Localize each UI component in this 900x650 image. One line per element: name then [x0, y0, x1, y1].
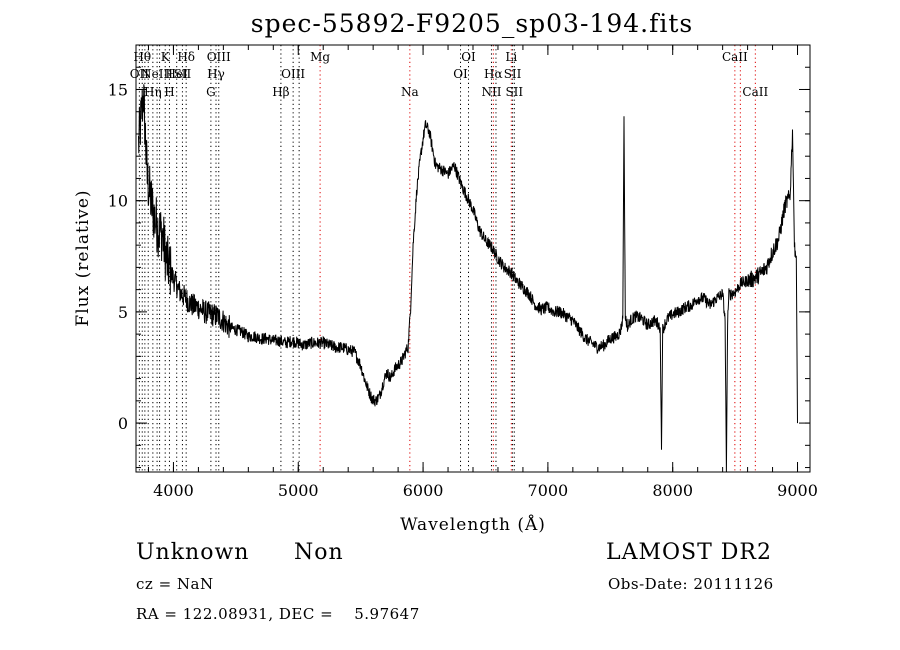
obs-date: Obs-Date: 20111126	[608, 575, 774, 593]
spectral-line-label: CaII	[722, 50, 748, 64]
x-axis-label: Wavelength (Å)	[400, 514, 546, 535]
spectral-line-label: SII	[505, 85, 523, 99]
redshift-cz: cz = NaN	[136, 575, 214, 593]
spectral-line-label: CaII	[742, 85, 768, 99]
spectral-line-label: H	[164, 85, 174, 99]
spectral-line-label: Hθ	[133, 50, 151, 64]
spectral-line-labels: OIIHθHηNeIIIKHHeISIIHδGHγOIIIHβOIIIMgNaO…	[130, 50, 769, 99]
spectrum-line	[138, 84, 798, 473]
x-tick-label: 4000	[153, 481, 194, 500]
spectral-line-label: OII	[130, 67, 150, 81]
survey-name: LAMOST DR2	[606, 540, 772, 565]
spectrum-series	[138, 84, 798, 473]
spectral-line-label: Hβ	[272, 85, 289, 99]
spectral-line-label: Hγ	[207, 67, 225, 81]
spectral-line-label: Mg	[310, 50, 330, 64]
spectral-line-label: Hα	[484, 67, 503, 81]
spectral-line-label: NeIII	[141, 67, 173, 81]
y-tick-label: 15	[108, 80, 128, 99]
plot-frame	[135, 44, 811, 473]
spectral-line-label: Na	[401, 85, 419, 99]
spectral-line-label: Hη	[144, 85, 162, 99]
axes: 4000 5000 6000 7000 8000 9000 0 5 10 15	[108, 44, 818, 500]
x-tick-label: 6000	[403, 481, 444, 500]
spectral-line-label: SII	[174, 67, 192, 81]
x-tick-label: 8000	[652, 481, 693, 500]
classification: Unknown	[136, 540, 250, 565]
spectral-line-label: K	[161, 50, 171, 64]
y-tick-label: 0	[118, 414, 128, 433]
y-tick-label: 10	[108, 192, 128, 211]
spectral-line-label: HeI	[166, 67, 189, 81]
chart-title: spec-55892-F9205_sp03-194.fits	[251, 9, 693, 38]
spectral-line-label: OIII	[207, 50, 231, 64]
y-tick-label: 5	[118, 303, 128, 322]
x-tick-label: 9000	[777, 481, 818, 500]
spectral-line-label: OIII	[281, 67, 305, 81]
spectral-line-label: OI	[453, 67, 468, 81]
spectral-line-label: OI	[461, 50, 476, 64]
spectral-line-label: Hδ	[177, 50, 195, 64]
spectral-line-label: NII	[481, 85, 501, 99]
x-tick-label: 7000	[528, 481, 569, 500]
subclass: Non	[294, 540, 344, 565]
ra-dec: RA = 122.08931, DEC = 5.97647	[136, 605, 420, 623]
y-axis-label: Flux (relative)	[73, 189, 93, 326]
spectral-line-markers	[138, 45, 756, 472]
spectral-line-label: Li	[505, 50, 517, 64]
spectral-line-label: G	[206, 85, 216, 99]
spectral-line-label: SII	[504, 67, 522, 81]
x-tick-label: 5000	[278, 481, 319, 500]
